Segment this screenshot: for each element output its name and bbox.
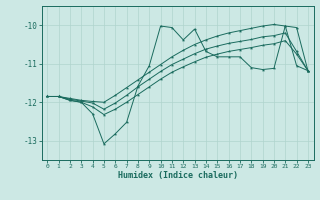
X-axis label: Humidex (Indice chaleur): Humidex (Indice chaleur)	[118, 171, 237, 180]
